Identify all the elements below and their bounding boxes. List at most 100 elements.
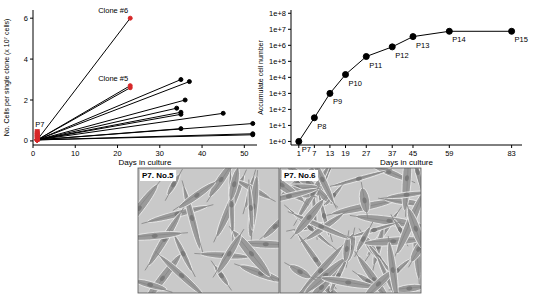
annotation: P7 — [35, 120, 44, 129]
cell-body — [287, 262, 312, 282]
x-axis — [291, 145, 522, 146]
x-tick-label: 19 — [341, 149, 349, 158]
x-tick-label: 40 — [198, 149, 206, 158]
cell-nucleus — [286, 194, 293, 199]
cell-body — [385, 242, 400, 293]
markers — [35, 16, 255, 142]
cell — [245, 170, 261, 244]
chart-0: 024601020304050Days in cultureNo. Cells … — [3, 6, 257, 167]
y-tick-label: 1e+0 — [269, 137, 286, 146]
cell-nucleus — [344, 246, 349, 252]
y-tick — [288, 45, 291, 46]
x-tick — [329, 145, 330, 148]
x-tick — [511, 145, 512, 148]
cell — [246, 179, 255, 236]
y-axis — [33, 10, 34, 145]
plot-area — [296, 28, 515, 144]
micrograph-label: P7. No.5 — [142, 171, 174, 180]
figure: 024601020304050Days in cultureNo. Cells … — [0, 0, 536, 295]
canvas: 024601020304050Days in cultureNo. Cells … — [0, 0, 536, 295]
marker — [128, 86, 132, 90]
y-tick — [288, 29, 291, 30]
x-tick-label: 10 — [71, 149, 79, 158]
cell-process — [326, 169, 392, 189]
cell-body — [404, 207, 421, 250]
x-tick — [314, 145, 315, 148]
cell-nucleus — [170, 181, 176, 188]
cell-nucleus — [226, 250, 233, 257]
micrograph-image — [138, 168, 279, 293]
y-tick — [288, 93, 291, 94]
y-tick-label: 4 — [24, 55, 28, 64]
marker — [343, 72, 349, 78]
cell-process — [361, 182, 368, 219]
x-tick-label: 37 — [388, 149, 396, 158]
x-tick-label: 45 — [409, 149, 417, 158]
marker — [128, 16, 132, 20]
x-tick — [117, 145, 118, 148]
micrograph-frame — [280, 168, 421, 293]
cell — [138, 177, 165, 240]
x-tick — [392, 145, 393, 148]
annotation: Clone #6 — [98, 6, 128, 15]
cell-process — [173, 178, 220, 212]
cell — [138, 229, 188, 242]
cell-process — [258, 209, 279, 242]
cell-nucleus — [413, 225, 419, 232]
point-label: P14 — [452, 35, 465, 44]
cell-process — [229, 168, 239, 206]
x-tick — [33, 145, 34, 148]
cell-body — [172, 234, 195, 273]
cell-body — [328, 259, 349, 293]
marker — [35, 130, 39, 134]
marker — [183, 98, 187, 102]
series-line — [37, 135, 253, 140]
chart-1: 1e+01e+11e+21e+31e+41e+51e+61e+71e+81713… — [257, 9, 528, 167]
micrograph-label-bg — [282, 170, 318, 181]
series-line — [37, 124, 253, 140]
micrograph-0: P7. No.5 — [114, 155, 298, 295]
cell-process — [280, 186, 323, 205]
cell — [172, 176, 223, 215]
micrograph-label-bg — [140, 170, 176, 181]
cell-process — [291, 195, 328, 239]
y-tick-label: 1e+7 — [269, 25, 286, 34]
cell-nucleus — [375, 280, 382, 287]
x-tick — [202, 145, 203, 148]
y-tick-label: 1e+3 — [269, 89, 286, 98]
cell-nucleus — [263, 242, 269, 246]
y-tick — [288, 125, 291, 126]
x-tick — [366, 145, 367, 148]
cell — [356, 181, 372, 220]
cell-process — [138, 178, 161, 237]
cell-nucleus — [178, 272, 185, 279]
marker — [251, 122, 255, 126]
x-tick-label: 20 — [113, 149, 121, 158]
cell-body — [138, 182, 161, 235]
cell-nucleus — [386, 219, 392, 224]
markers — [296, 28, 515, 144]
x-tick-label: 27 — [362, 149, 370, 158]
cell-body — [227, 168, 242, 201]
x-tick — [159, 145, 160, 148]
series-line — [37, 134, 253, 140]
marker — [389, 44, 395, 50]
y-tick-label: 0 — [24, 136, 28, 145]
cell-nucleus — [280, 182, 286, 189]
cell-body — [354, 226, 372, 253]
x-tick — [244, 145, 245, 148]
cell — [384, 236, 401, 293]
x-tick-label: 0 — [31, 149, 35, 158]
point-label: P7 — [302, 145, 311, 154]
y-tick-label: 1e+2 — [269, 105, 286, 114]
cell-nucleus — [180, 250, 186, 257]
cell-nucleus — [138, 205, 143, 212]
point-label: P13 — [416, 41, 429, 50]
cell-process — [354, 222, 374, 257]
y-tick-label: 1e+4 — [269, 73, 286, 82]
cell-process — [172, 230, 196, 278]
y-tick — [288, 141, 291, 142]
cell-nucleus — [406, 286, 412, 291]
cell-nucleus — [318, 223, 325, 229]
cell-nucleus — [306, 214, 313, 221]
